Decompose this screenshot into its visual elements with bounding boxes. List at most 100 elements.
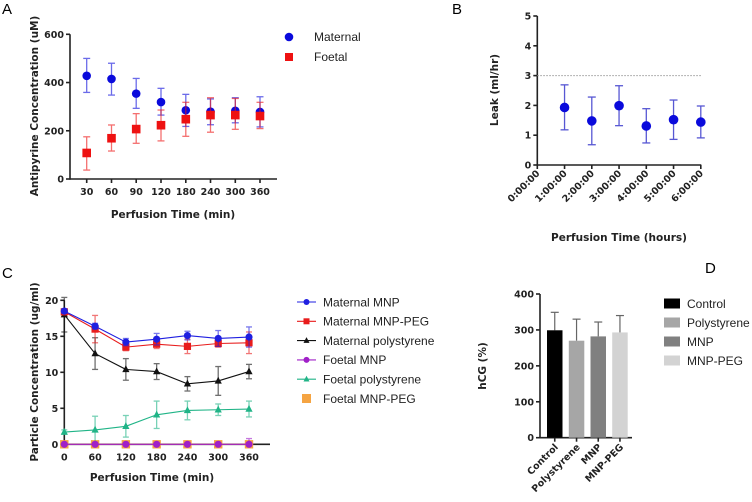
chart-d-legend-swatch-0 bbox=[664, 298, 680, 309]
chart-c-xtick-label-0: 0 bbox=[61, 452, 68, 463]
chart-c-xtick-label-1: 60 bbox=[88, 452, 102, 463]
chart-a-legend-foetal: Foetal bbox=[314, 50, 347, 64]
chart-d-bar-mnp-peg bbox=[612, 332, 628, 438]
chart-c-point-0-1 bbox=[91, 322, 99, 330]
chart-d-bar-control bbox=[547, 330, 563, 438]
chart-a-point-0-1 bbox=[107, 74, 116, 84]
chart-a-point-0-2 bbox=[131, 89, 141, 98]
chart-d-legend-swatch-3 bbox=[664, 355, 680, 366]
chart-c-legend-item-3: Foetal MNP bbox=[297, 353, 386, 367]
chart-d: hCG (%) 0100200300400ControlControlPolys… bbox=[477, 290, 750, 495]
chart-a-legend-maternal: Maternal bbox=[314, 30, 361, 44]
chart-c-point-3-3 bbox=[153, 440, 161, 448]
chart-a-point-1-6 bbox=[231, 110, 240, 120]
chart-c-point-3-6 bbox=[245, 440, 253, 448]
panel-label-b: B bbox=[452, 1, 462, 18]
chart-a-point-1-2 bbox=[131, 124, 141, 134]
chart-c-xtick-label-6: 360 bbox=[239, 452, 259, 463]
chart-c-legend-item-4: Foetal polystyrene bbox=[297, 373, 421, 387]
chart-d-bar-mnp bbox=[590, 336, 606, 438]
chart-d-legend-label-2: MNP bbox=[687, 335, 714, 349]
chart-c-legend-item-5: Foetal MNP-PEG bbox=[302, 392, 416, 406]
panel-label-d: D bbox=[705, 260, 716, 277]
chart-c-point-4-1 bbox=[91, 425, 99, 433]
chart-a-xtick-label-5: 240 bbox=[201, 187, 221, 198]
chart-d-ytick-label-0: 0 bbox=[527, 433, 534, 444]
chart-c-point-4-2 bbox=[122, 422, 130, 429]
chart-b-ytick-label-3: 3 bbox=[525, 71, 532, 82]
chart-c-point-1-4 bbox=[183, 342, 192, 350]
chart-a-ytick-label-2: 400 bbox=[44, 78, 64, 89]
chart-a-ytick-label-1: 200 bbox=[44, 126, 64, 137]
chart-c-point-2-6 bbox=[245, 367, 253, 375]
chart-b-ytick-label-5: 5 bbox=[525, 12, 532, 23]
chart-d-ytick-label-3: 300 bbox=[514, 325, 534, 336]
chart-c-point-0-0 bbox=[60, 307, 68, 315]
chart-b-ytick-label-1: 1 bbox=[525, 131, 532, 142]
panel-label-a: A bbox=[2, 1, 12, 18]
chart-b-ytick-label-0: 0 bbox=[525, 161, 532, 172]
chart-c-legend-marker-1 bbox=[303, 318, 310, 325]
chart-c-point-4-5 bbox=[214, 405, 222, 413]
chart-c-legend-label-3: Foetal MNP bbox=[323, 353, 386, 367]
chart-a-ytick-label-0: 0 bbox=[57, 175, 64, 186]
chart-a: Antipyrine Concentration (uM) Perfusion … bbox=[29, 16, 361, 221]
chart-b-ytick-label-2: 2 bbox=[525, 101, 532, 112]
chart-c-legend-label-4: Foetal polystyrene bbox=[323, 373, 421, 387]
chart-c-xlabel: Perfusion Time (min) bbox=[90, 472, 214, 484]
chart-c-ytick-label-3: 15 bbox=[45, 332, 58, 343]
chart-a-xlabel: Perfusion Time (min) bbox=[111, 209, 235, 221]
chart-c-point-2-4 bbox=[183, 379, 192, 387]
chart-c-point-0-3 bbox=[153, 335, 161, 343]
chart-c-point-4-4 bbox=[183, 406, 192, 414]
chart-b-point-5 bbox=[696, 117, 706, 127]
chart-c: Particle Concentration (ug/ml) Perfusion… bbox=[29, 282, 435, 484]
chart-a-point-1-7 bbox=[255, 111, 265, 121]
chart-d-legend-swatch-2 bbox=[664, 336, 680, 347]
chart-c-legend-item-2: Maternal polystyrene bbox=[297, 334, 435, 348]
chart-c-legend-label-1: Maternal MNP-PEG bbox=[323, 315, 429, 329]
chart-c-point-1-2 bbox=[122, 343, 130, 351]
chart-c-legend-item-1: Maternal MNP-PEG bbox=[297, 315, 429, 329]
panel-label-c: C bbox=[2, 265, 13, 282]
chart-d-legend-label-0: Control bbox=[687, 297, 726, 311]
chart-d-ytick-label-4: 400 bbox=[514, 290, 534, 301]
chart-c-point-2-1 bbox=[91, 349, 99, 357]
chart-c-xtick-label-3: 180 bbox=[147, 452, 167, 463]
chart-b-point-2 bbox=[614, 100, 624, 111]
chart-c-point-0-4 bbox=[183, 331, 192, 340]
chart-c-xtick-label-5: 300 bbox=[208, 452, 228, 463]
chart-a-point-1-1 bbox=[107, 133, 116, 143]
chart-c-legend-label-0: Maternal MNP bbox=[323, 295, 400, 309]
chart-a-ylabel: Antipyrine Concentration (uM) bbox=[29, 16, 41, 197]
chart-d-bar-polystyrene bbox=[568, 340, 585, 438]
chart-c-point-3-4 bbox=[183, 440, 192, 448]
chart-b-point-1 bbox=[587, 116, 597, 126]
chart-c-point-0-2 bbox=[122, 338, 130, 346]
chart-c-xtick-label-2: 120 bbox=[116, 452, 136, 463]
chart-d-legend-label-3: MNP-PEG bbox=[687, 354, 743, 368]
chart-d-ytick-label-1: 100 bbox=[514, 397, 534, 408]
chart-a-point-0-0 bbox=[82, 71, 91, 81]
chart-c-legend-marker-0 bbox=[303, 299, 310, 305]
chart-a-xtick-label-1: 60 bbox=[105, 187, 119, 198]
chart-a-point-1-5 bbox=[206, 110, 215, 120]
chart-a-xtick-label-7: 360 bbox=[250, 187, 270, 198]
chart-d-ytick-label-2: 200 bbox=[514, 361, 534, 372]
chart-d-legend-label-1: Polystyrene bbox=[687, 316, 750, 330]
chart-c-ylabel: Particle Concentration (ug/ml) bbox=[29, 282, 41, 461]
chart-b-point-3 bbox=[641, 121, 652, 131]
chart-c-legend-marker-4 bbox=[303, 375, 310, 382]
chart-c-point-4-3 bbox=[153, 410, 161, 418]
chart-c-point-3-2 bbox=[122, 440, 130, 448]
chart-c-series-maternal-polystyrene bbox=[60, 296, 253, 396]
chart-c-legend-marker-5 bbox=[302, 394, 311, 403]
chart-c-legend-marker-2 bbox=[303, 337, 310, 343]
chart-b-point-0 bbox=[559, 102, 570, 113]
chart-b-point-4 bbox=[668, 114, 679, 125]
chart-b-xlabel: Perfusion Time (hours) bbox=[551, 232, 687, 244]
chart-c-legend-label-5: Foetal MNP-PEG bbox=[323, 392, 416, 406]
chart-a-point-1-3 bbox=[156, 120, 166, 130]
chart-b: Leak (ml/hr) Perfusion Time (hours) 0 1 2 3… bbox=[489, 12, 706, 245]
